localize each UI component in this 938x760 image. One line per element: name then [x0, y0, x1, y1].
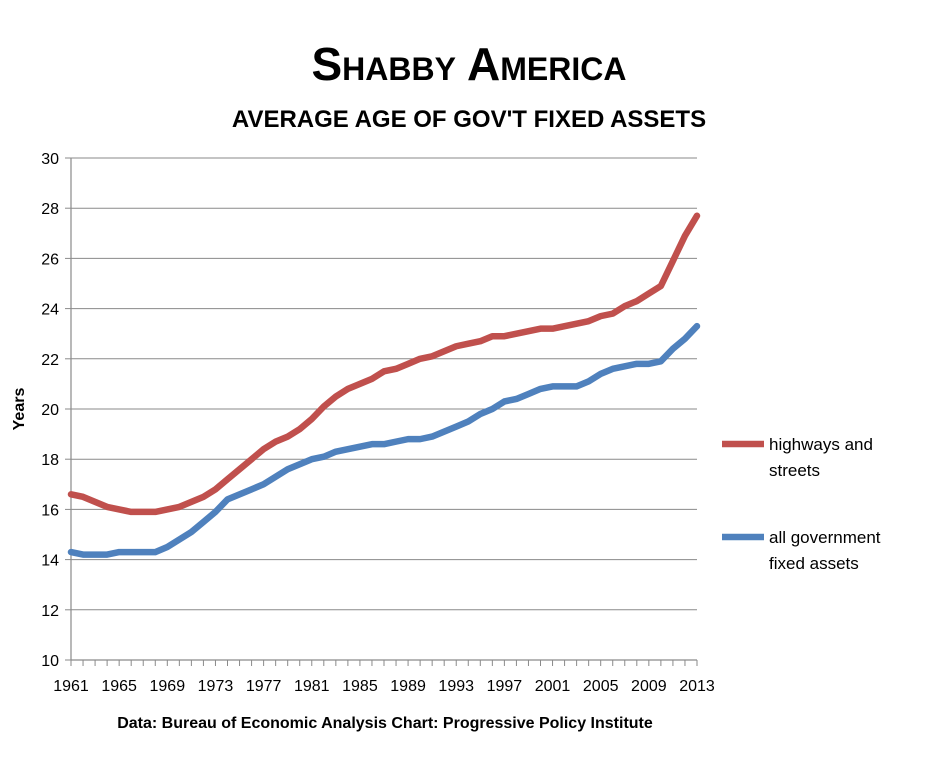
legend-label: all government	[769, 528, 881, 547]
x-tick-label: 1973	[198, 678, 234, 695]
x-tick-label: 1981	[294, 678, 330, 695]
y-tick-labels: 10 12 14 16 18 20 22 24 26 28 30	[41, 151, 59, 670]
y-tick-label: 12	[41, 603, 59, 620]
x-tick-label: 1961	[53, 678, 89, 695]
chart-subtitle: AVERAGE AGE OF GOV'T FIXED ASSETS	[232, 106, 706, 133]
y-tick-label: 16	[41, 502, 59, 519]
x-tick-label: 1969	[150, 678, 186, 695]
y-tick-label: 18	[41, 452, 59, 469]
x-tick-label: 1989	[390, 678, 426, 695]
legend-label: highways and	[769, 435, 873, 454]
x-tick-label: 1985	[342, 678, 378, 695]
y-tick-label: 22	[41, 352, 59, 369]
y-tick-label: 14	[41, 553, 59, 570]
chart-title: Shabby America	[312, 38, 627, 90]
x-tick-labels: 1961 1965 1969 1973 1977 1981 1985 1989 1993 1997…	[53, 678, 715, 695]
x-tick-label: 2005	[583, 678, 619, 695]
x-tick-label: 2009	[631, 678, 667, 695]
legend-label: streets	[769, 461, 820, 480]
y-axis-label: Years	[11, 388, 28, 431]
x-tick-label: 1965	[101, 678, 137, 695]
x-tick-label: 2001	[535, 678, 571, 695]
x-tick-label: 1977	[246, 678, 282, 695]
y-tick-label: 28	[41, 201, 59, 218]
chart-caption: Data: Bureau of Economic Analysis Chart:…	[117, 715, 653, 732]
y-tick-label: 26	[41, 251, 59, 268]
x-tick-label: 1993	[438, 678, 474, 695]
series-line-highways-and-streets	[71, 216, 697, 512]
axes	[71, 158, 697, 666]
y-tick-label: 10	[41, 653, 59, 670]
y-tick-label: 30	[41, 151, 59, 168]
gridlines	[65, 158, 697, 660]
y-tick-label: 24	[41, 302, 59, 319]
y-tick-label: 20	[41, 402, 59, 419]
chart: Shabby America AVERAGE AGE OF GOV'T FIXE…	[0, 0, 938, 760]
x-tick-label: 2013	[679, 678, 715, 695]
series-lines	[71, 216, 697, 555]
legend-label: fixed assets	[769, 554, 859, 573]
legend: highways and streets all government fixed a…	[722, 435, 881, 573]
series-line-all-government-fixed-assets	[71, 326, 697, 554]
x-tick-label: 1997	[487, 678, 523, 695]
